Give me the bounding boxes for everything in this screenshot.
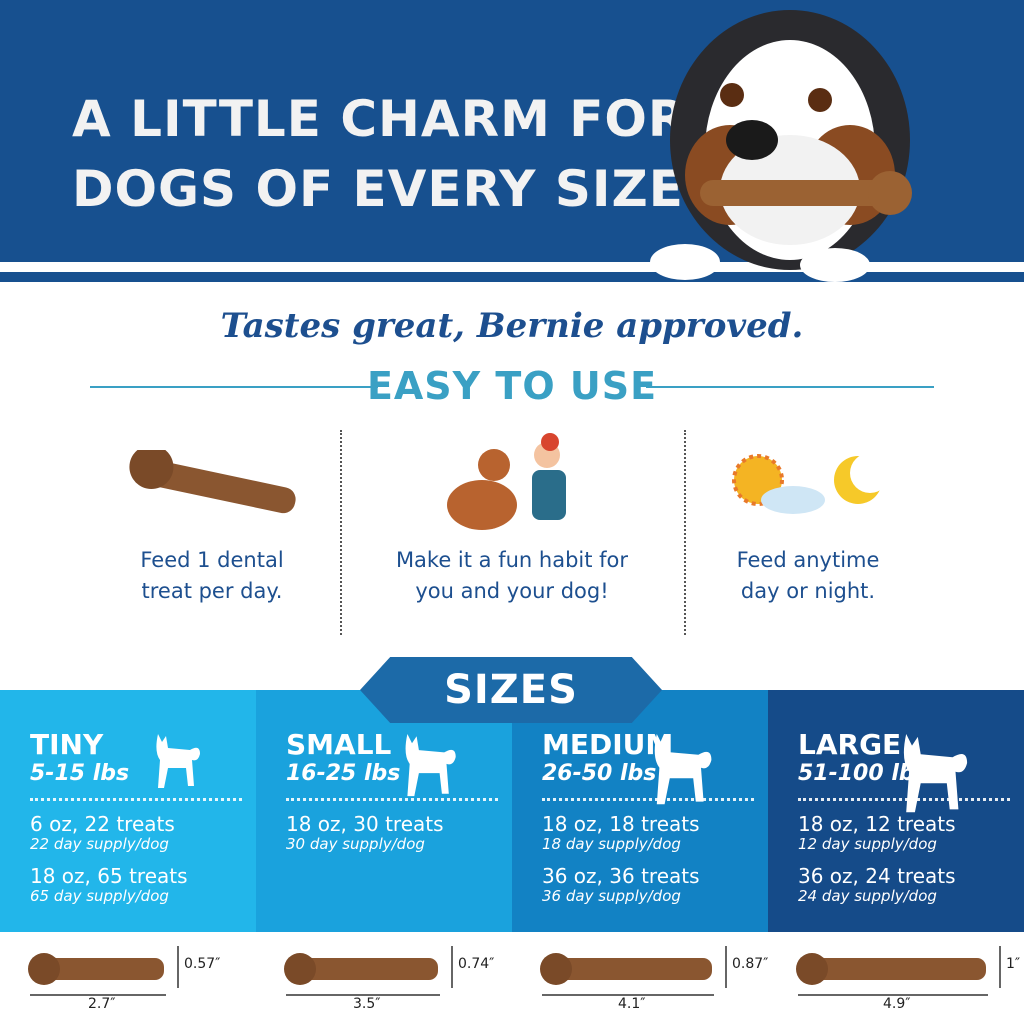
divider [0, 262, 1024, 272]
size-column-large: LARGE 51-100 lbs 18 oz, 12 treats 12 day su… [768, 690, 1024, 932]
pack-option: 36 oz, 36 treats 36 day supply/dog [542, 864, 700, 905]
divider [286, 798, 498, 801]
divider [684, 430, 686, 635]
size-name: MEDIUM [542, 728, 674, 761]
dog-silhouette-icon [898, 734, 971, 821]
divider [646, 386, 934, 388]
pack-option: 36 oz, 24 treats 24 day supply/dog [798, 864, 956, 905]
pack-option: 18 oz, 18 treats 18 day supply/dog [542, 812, 700, 853]
dental-treat-icon [28, 946, 179, 996]
feature-item: Feed 1 dental treat per day. [62, 430, 362, 607]
dental-treat-icon [284, 946, 453, 996]
treat-dimensions: 4.1″ 0.87″ [512, 940, 768, 1014]
divider [30, 798, 242, 801]
easy-to-use-title: EASY TO USE [366, 364, 658, 408]
dental-treat-icon [62, 430, 362, 540]
dental-treat-icon [540, 946, 727, 996]
size-column-tiny: TINY 5-15 lbs 6 oz, 22 treats 22 day supply… [0, 690, 256, 932]
divider [340, 430, 342, 635]
sizes-title: SIZES [360, 657, 662, 723]
pack-option: 6 oz, 22 treats 22 day supply/dog [30, 812, 175, 853]
size-column-small: SMALL 16-25 lbs 18 oz, 30 treats 30 day sup… [256, 690, 512, 932]
sun-moon-icon [658, 430, 958, 540]
weight-range: 26-50 lbs [542, 761, 657, 786]
feature-item: Make it a fun habit for you and your dog! [362, 430, 662, 607]
size-column-medium: MEDIUM 26-50 lbs 18 oz, 18 treats 18 day su… [512, 690, 768, 932]
pack-option: 18 oz, 30 treats 30 day supply/dog [286, 812, 444, 853]
weight-range: 16-25 lbs [286, 761, 401, 786]
pack-option: 18 oz, 65 treats 65 day supply/dog [30, 864, 188, 905]
treat-dimensions: 4.9″ 1″ [768, 940, 1024, 1014]
headline: A LITTLE CHARM FOR DOGS OF EVERY SIZE [72, 90, 688, 218]
pack-option: 18 oz, 12 treats 12 day supply/dog [798, 812, 956, 853]
size-name: LARGE [798, 728, 902, 761]
divider [542, 798, 754, 801]
treat-dimensions: 3.5″ 0.74″ [256, 940, 512, 1014]
dog-silhouette-icon [152, 734, 202, 794]
feature-item: Feed anytime day or night. [658, 430, 958, 607]
divider [798, 798, 1010, 801]
size-name: TINY [30, 728, 104, 761]
tagline: Tastes great, Bernie approved. [220, 306, 804, 346]
divider [90, 386, 378, 388]
divider [0, 272, 1024, 282]
high-five-dog-icon [362, 430, 662, 540]
dog-silhouette-icon [649, 734, 714, 812]
dental-treat-icon [796, 946, 1001, 996]
size-name: SMALL [286, 728, 392, 761]
dog-silhouette-icon [401, 734, 459, 803]
treat-dimensions: 2.7″ 0.57″ [0, 940, 256, 1014]
weight-range: 5-15 lbs [30, 761, 130, 786]
bernese-dog-illustration [650, 10, 912, 282]
